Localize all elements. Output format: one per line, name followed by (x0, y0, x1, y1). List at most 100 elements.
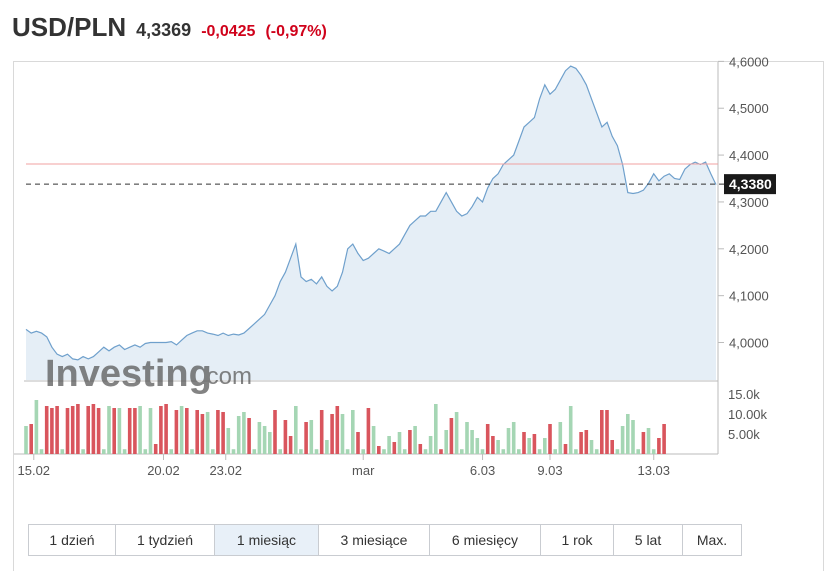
range-tab-5[interactable]: 6 miesięcy (430, 525, 541, 555)
volume-bar (351, 410, 355, 454)
volume-bar (257, 422, 262, 454)
range-tab-1[interactable]: 1 dzień (29, 525, 116, 555)
volume-bar (330, 414, 334, 454)
current-price-label: 4,3380 (729, 176, 772, 192)
volume-bar (345, 449, 350, 454)
range-tab-4[interactable]: 3 miesiące (319, 525, 430, 555)
volume-bar (179, 406, 184, 454)
volume-bar (340, 414, 345, 454)
volume-bar (377, 446, 381, 454)
volume-bar (548, 424, 552, 454)
price-line (25, 65, 717, 361)
range-tab-6[interactable]: 1 rok (541, 525, 614, 555)
volume-bar (268, 432, 272, 454)
price-change: -0,0425 (201, 23, 256, 40)
volume-bar (96, 408, 101, 454)
volume-bar (70, 406, 75, 454)
volume-bar (278, 449, 282, 454)
volume-axis-ticks: 15.0k 10.00k 5.00k (728, 387, 768, 442)
volume-bar (537, 449, 542, 454)
time-tick-label: 9.03 (537, 463, 562, 478)
volume-bar (247, 418, 251, 454)
volume-bar (605, 410, 609, 454)
volume-bar (594, 449, 599, 454)
volume-bar (460, 449, 464, 454)
volume-bar (465, 422, 469, 454)
volume-bar (211, 449, 215, 454)
volume-bar (620, 426, 625, 454)
volume-bar (169, 449, 173, 454)
volume-bar (221, 412, 225, 454)
volume-bar (449, 418, 454, 454)
price-tick-label: 4,3000 (729, 195, 769, 210)
volume-bar (325, 440, 329, 454)
volume-bar (102, 449, 106, 454)
volume-bar (475, 438, 480, 454)
price-tick-label: 4,5000 (729, 101, 769, 116)
volume-bar (39, 449, 44, 454)
volume-bar (133, 408, 137, 454)
volume-bar (356, 432, 360, 454)
reference-lines (26, 163, 724, 185)
volume-bar (662, 424, 666, 454)
volume-bar (107, 406, 111, 454)
price-tick-label: 4,4000 (729, 148, 769, 163)
watermark-suffix: .com (200, 363, 252, 390)
volume-bar (610, 440, 614, 454)
volume-bar (532, 434, 537, 454)
volume-bar (485, 424, 490, 454)
volume-bar (646, 428, 651, 454)
volume-bar (408, 430, 412, 454)
volume-bar (434, 404, 438, 454)
volume-tick-label: 5.00k (728, 427, 760, 442)
price-tick-label: 4,1000 (729, 289, 769, 304)
volume-bar (335, 406, 340, 454)
range-tab-8[interactable]: Max. (696, 532, 728, 548)
watermark-brand: Investing (45, 353, 212, 395)
price-change-percent: (-0,97%) (265, 23, 327, 40)
volume-bar (626, 414, 630, 454)
volume-bar (454, 412, 459, 454)
volume-bar (496, 440, 500, 454)
instrument-header: USD/PLN 4,3369 -0,0425 (-0,97%) (12, 12, 327, 46)
volume-bar (262, 426, 267, 454)
volume-bar (143, 449, 148, 454)
volume-bar (236, 416, 241, 454)
volume-bar (584, 430, 589, 454)
volume-bar (283, 420, 288, 454)
price-axis-ticks: 4,6000 4,5000 4,4000 4,3000 4,2000 4,1000 4,00… (718, 54, 769, 351)
volume-bar (501, 449, 506, 454)
volume-bar (319, 410, 324, 454)
time-axis-ticks: 15.02 20.02 23.02 mar 6.03 9.03 13.03 (18, 454, 670, 478)
volume-bar (44, 406, 49, 454)
volume-bar (439, 449, 443, 454)
volume-bar (226, 428, 231, 454)
volume-bar (418, 444, 423, 454)
volume-bar (636, 449, 640, 454)
volume-bar (631, 420, 635, 454)
range-tab-2[interactable]: 1 tydzień (116, 525, 215, 555)
volume-bar (444, 430, 448, 454)
volume-bar (273, 410, 277, 454)
volume-bar (553, 449, 557, 454)
instrument-name: USD/PLN (12, 12, 127, 42)
chart-frame (13, 61, 824, 571)
range-tab-3[interactable]: 1 miesiąc (215, 525, 319, 555)
time-tick-label: 20.02 (147, 463, 180, 478)
price-area (26, 66, 716, 380)
volume-bar (242, 412, 246, 454)
volume-bar (402, 449, 407, 454)
time-tick-label: 23.02 (209, 463, 242, 478)
volume-bar (65, 408, 70, 454)
volume-bar (314, 449, 319, 454)
volume-bar (148, 408, 153, 454)
volume-bar (138, 406, 142, 454)
volume-bar (600, 410, 604, 454)
volume-bar (29, 424, 33, 454)
volume-bar (190, 449, 194, 454)
volume-bar (174, 410, 179, 454)
volume-bar (200, 414, 205, 454)
volume-bar (615, 449, 620, 454)
range-tab-7[interactable]: 5 lat (614, 525, 683, 555)
